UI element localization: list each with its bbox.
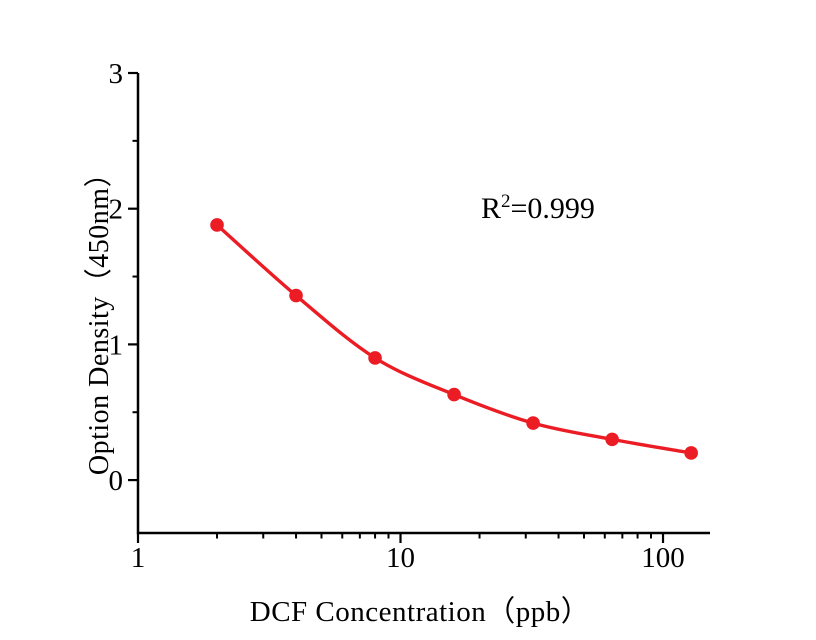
x-tick-label: 100 (641, 542, 685, 574)
data-point (684, 446, 698, 460)
data-point (210, 218, 224, 232)
curve-line (215, 223, 693, 455)
data-point (447, 387, 461, 402)
y-tick-label: 0 (109, 465, 124, 497)
annotation-rest: =0.999 (510, 192, 595, 225)
r-squared-annotation: R2=0.999 (481, 192, 595, 226)
y-axis-title: Option Density（450nm） (84, 158, 115, 476)
axis-spine (136, 73, 710, 535)
y-tick-label: 1 (109, 329, 124, 361)
y-tick-label: 3 (109, 58, 124, 90)
annotation-superscript: 2 (501, 191, 511, 212)
x-tick-label: 10 (386, 542, 415, 574)
y-tick-label: 2 (109, 194, 124, 226)
data-point (526, 416, 540, 430)
data-point (605, 432, 619, 447)
x-axis-title: DCF Concentration（ppb） (249, 596, 591, 628)
x-tick-label: 1 (131, 542, 146, 574)
data-point (289, 288, 303, 303)
annotation-base: R (481, 192, 502, 225)
data-point (368, 351, 382, 365)
